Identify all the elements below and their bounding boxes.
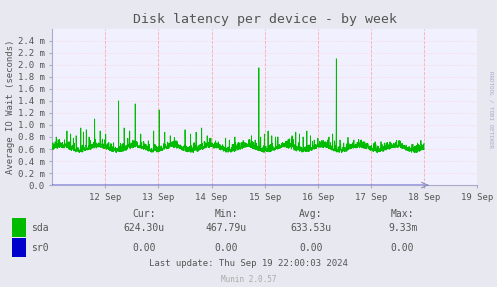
Text: Avg:: Avg: xyxy=(299,209,323,219)
Text: 633.53u: 633.53u xyxy=(290,223,331,232)
Text: Max:: Max: xyxy=(391,209,414,219)
Text: sda: sda xyxy=(31,223,48,232)
Text: Min:: Min: xyxy=(214,209,238,219)
Y-axis label: Average IO Wait (seconds): Average IO Wait (seconds) xyxy=(6,40,15,174)
Text: 9.33m: 9.33m xyxy=(388,223,417,232)
Text: 0.00: 0.00 xyxy=(132,243,156,253)
Text: Munin 2.0.57: Munin 2.0.57 xyxy=(221,275,276,284)
Text: 467.79u: 467.79u xyxy=(206,223,247,232)
Text: Last update: Thu Sep 19 22:00:03 2024: Last update: Thu Sep 19 22:00:03 2024 xyxy=(149,259,348,268)
Text: sr0: sr0 xyxy=(31,243,48,253)
Text: RRDTOOL / TOBI OETIKER: RRDTOOL / TOBI OETIKER xyxy=(489,71,494,148)
Text: Cur:: Cur: xyxy=(132,209,156,219)
Title: Disk latency per device - by week: Disk latency per device - by week xyxy=(133,13,397,26)
Text: 0.00: 0.00 xyxy=(299,243,323,253)
Text: 0.00: 0.00 xyxy=(214,243,238,253)
Text: 624.30u: 624.30u xyxy=(124,223,165,232)
Text: 0.00: 0.00 xyxy=(391,243,414,253)
